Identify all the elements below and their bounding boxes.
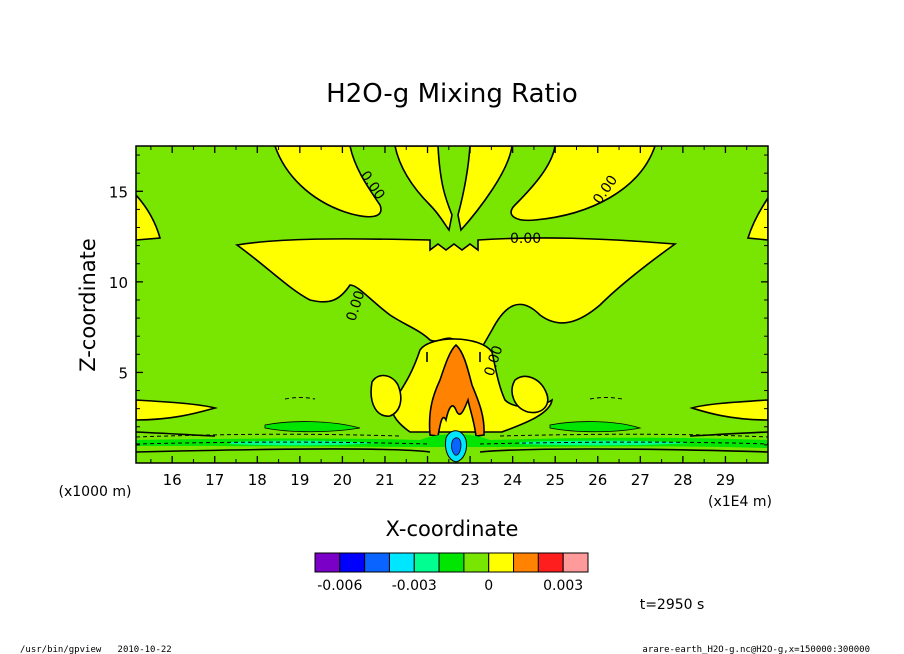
left-edge-upper-region bbox=[136, 193, 162, 241]
y-tick-label: 10 bbox=[109, 274, 128, 292]
colorbar-swatch bbox=[488, 552, 515, 573]
y-axis-label: Z-coordinate bbox=[76, 238, 100, 372]
colorbar-swatch bbox=[388, 552, 415, 573]
x-tick-label: 23 bbox=[461, 471, 480, 489]
colorbar-tick-label: 0 bbox=[484, 578, 493, 594]
x-tick-label: 18 bbox=[248, 471, 267, 489]
colorbar-swatch bbox=[513, 552, 539, 573]
surface-negative-band-2 bbox=[230, 440, 690, 446]
top-center-left-region bbox=[394, 146, 453, 232]
right-edge-upper-region bbox=[746, 196, 768, 241]
y-unit-label: (x1000 m) bbox=[59, 484, 132, 500]
colorbar-swatch bbox=[562, 552, 589, 573]
colorbar-swatch bbox=[339, 552, 366, 573]
lower-right-band bbox=[689, 399, 768, 421]
upper-positive-region bbox=[234, 237, 678, 360]
x-tick-label: 21 bbox=[375, 471, 394, 489]
x-tick-label: 26 bbox=[588, 471, 607, 489]
x-tick-label: 24 bbox=[503, 471, 522, 489]
y-tick-label: 5 bbox=[118, 364, 128, 382]
y-tick-label: 15 bbox=[109, 183, 128, 201]
x-tick-label: 25 bbox=[546, 471, 565, 489]
lower-left-band bbox=[136, 399, 219, 421]
colorbar-tick-label: -0.003 bbox=[392, 578, 437, 594]
x-tick-label: 22 bbox=[418, 471, 437, 489]
upper-left-lobe bbox=[274, 146, 382, 218]
colorbar-tick-label: 0.003 bbox=[543, 578, 583, 594]
colorbar-swatch bbox=[413, 552, 440, 573]
right-small-blob bbox=[511, 375, 549, 414]
left-small-blob bbox=[370, 374, 402, 417]
colorbar-swatch bbox=[438, 552, 465, 573]
colorbar-swatch bbox=[314, 552, 341, 573]
colorbar-swatch bbox=[537, 552, 564, 573]
top-center-right-region bbox=[457, 146, 513, 232]
x-tick-label: 27 bbox=[631, 471, 650, 489]
x-axis-ticks: 16 17 18 19 20 21 22 23 24 25 26 27 28 29 bbox=[150, 146, 748, 489]
negative-contours bbox=[136, 397, 768, 445]
x-tick-label: 17 bbox=[205, 471, 224, 489]
x-tick-label: 20 bbox=[333, 471, 352, 489]
colorbar-tick-label: -0.006 bbox=[317, 578, 362, 594]
x-unit-label: (x1E4 m) bbox=[708, 494, 772, 510]
left-lower-green-patch bbox=[264, 421, 361, 433]
x-tick-label: 19 bbox=[290, 471, 309, 489]
footer-left: /usr/bin/gpview 2010-10-22 bbox=[20, 645, 172, 654]
colorbar-swatch bbox=[463, 552, 490, 573]
footer-right: arare-earth_H2O-g.nc@H2O-g,x=150000:3000… bbox=[642, 645, 870, 654]
contour-label: 0.00 bbox=[510, 231, 541, 247]
colorbar bbox=[314, 552, 589, 573]
x-tick-label: 28 bbox=[673, 471, 692, 489]
x-tick-label: 29 bbox=[716, 471, 735, 489]
x-tick-label: 16 bbox=[163, 471, 182, 489]
colorbar-swatch bbox=[364, 552, 390, 573]
time-label: t=2950 s bbox=[640, 597, 705, 613]
right-lower-green-patch bbox=[549, 421, 642, 433]
central-surface-core bbox=[451, 437, 462, 456]
upper-right-lobe bbox=[510, 146, 656, 222]
plot-area: 0.00 0.00 0.00 0.00 0.00 bbox=[136, 146, 768, 463]
zero-contours bbox=[136, 352, 768, 453]
plot-frame bbox=[135, 145, 769, 464]
x-axis-label: X-coordinate bbox=[386, 517, 519, 541]
colorbar-labels: -0.006 -0.003 0 0.003 bbox=[317, 578, 583, 594]
y-axis-ticks: 5 10 15 bbox=[109, 154, 768, 446]
chart-title: H2O-g Mixing Ratio bbox=[326, 79, 578, 109]
